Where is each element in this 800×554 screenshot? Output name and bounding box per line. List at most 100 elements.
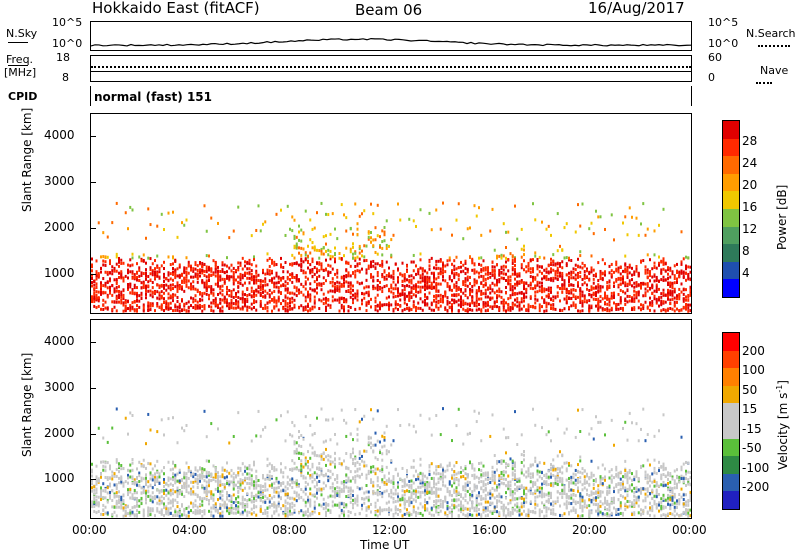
power-cell <box>608 279 611 283</box>
velocity-cell <box>304 510 307 514</box>
power-cell <box>471 288 474 292</box>
power-cell <box>482 305 485 309</box>
power-cell <box>412 276 415 280</box>
velocity-cell <box>307 471 309 475</box>
power-cell <box>640 303 642 307</box>
power-cell <box>408 217 411 221</box>
velocity-cell <box>275 509 278 513</box>
power-cell <box>527 303 530 307</box>
power-cell <box>628 206 631 210</box>
velocity-cell <box>345 479 348 483</box>
power-cell <box>349 264 352 268</box>
velocity-cell <box>316 491 318 495</box>
power-cell <box>302 232 305 236</box>
velocity-cell <box>214 502 217 506</box>
power-cell <box>507 275 510 279</box>
power-cell <box>255 308 258 312</box>
power-cell <box>518 281 521 285</box>
velocity-cell <box>91 468 93 472</box>
power-cell <box>471 296 474 300</box>
power-cell <box>415 272 417 276</box>
velocity-cell <box>284 514 287 518</box>
power-cell <box>149 272 152 276</box>
velocity-cell <box>203 475 206 479</box>
power-cell <box>588 299 591 303</box>
velocity-cell <box>93 488 96 492</box>
power-cell <box>115 201 118 205</box>
power-cell <box>212 309 215 313</box>
velocity-cell <box>259 484 262 488</box>
velocity-cell <box>183 429 186 433</box>
power-cell <box>95 296 98 300</box>
power-cell <box>255 269 258 273</box>
velocity-cell <box>322 474 325 478</box>
velocity-cell <box>264 482 267 486</box>
power-cell <box>419 280 422 284</box>
velocity-cell <box>223 500 226 504</box>
power-cell <box>408 307 411 311</box>
power-cell <box>347 289 350 293</box>
power-cell <box>304 287 307 291</box>
power-cell <box>293 298 296 302</box>
velocity-cell <box>201 476 204 480</box>
power-cell <box>237 302 240 306</box>
power-cell <box>230 300 233 304</box>
power-cell <box>669 281 672 285</box>
power-cell <box>662 267 665 271</box>
power-cell <box>358 262 361 266</box>
power-cell <box>97 221 100 225</box>
power-cell <box>660 260 663 264</box>
power-cell <box>554 273 557 277</box>
power-cell <box>172 210 174 214</box>
power-cell <box>320 249 323 253</box>
power-cell <box>579 289 582 293</box>
velocity-cell <box>264 485 267 489</box>
power-cell <box>581 202 584 206</box>
velocity-cell <box>370 467 372 471</box>
velocity-cell <box>176 505 179 509</box>
power-cell <box>268 299 271 303</box>
velocity-cell <box>363 497 366 501</box>
power-cell <box>259 288 262 292</box>
velocity-cell <box>145 473 147 477</box>
velocity-cell <box>381 480 384 484</box>
power-cell <box>208 279 210 283</box>
power-cell <box>208 304 210 308</box>
velocity-cell <box>147 480 150 484</box>
power-cell <box>127 287 129 291</box>
velocity-cell <box>167 478 170 482</box>
velocity-cell <box>237 486 240 490</box>
power-cell <box>298 306 300 310</box>
power-cell <box>462 307 465 311</box>
velocity-cell <box>311 473 314 477</box>
power-cell <box>149 293 152 297</box>
velocity-cell <box>298 451 300 455</box>
power-cell <box>228 305 231 309</box>
power-cell <box>525 295 528 299</box>
power-cell <box>502 277 505 281</box>
power-cell <box>412 284 415 288</box>
power-cell <box>266 291 269 295</box>
velocity-cell <box>246 467 249 471</box>
velocity-cell <box>160 489 163 493</box>
power-cell <box>419 285 422 289</box>
velocity-cell <box>122 481 125 485</box>
power-cell <box>259 229 262 233</box>
power-cell <box>277 286 280 290</box>
power-cell <box>464 288 467 292</box>
velocity-cell <box>291 479 294 483</box>
power-cell <box>97 272 100 276</box>
power-cell <box>493 265 496 269</box>
velocity-cell <box>286 487 289 491</box>
velocity-cell <box>142 510 145 514</box>
power-cell <box>322 269 325 273</box>
velocity-cell <box>149 462 152 466</box>
power-cell <box>275 271 278 275</box>
velocity-cell <box>361 459 363 463</box>
velocity-cell <box>165 493 168 497</box>
velocity-cell <box>176 492 179 496</box>
power-cell <box>325 249 327 253</box>
power-cell <box>372 212 375 216</box>
velocity-cell <box>282 475 285 479</box>
power-cell <box>320 252 323 256</box>
